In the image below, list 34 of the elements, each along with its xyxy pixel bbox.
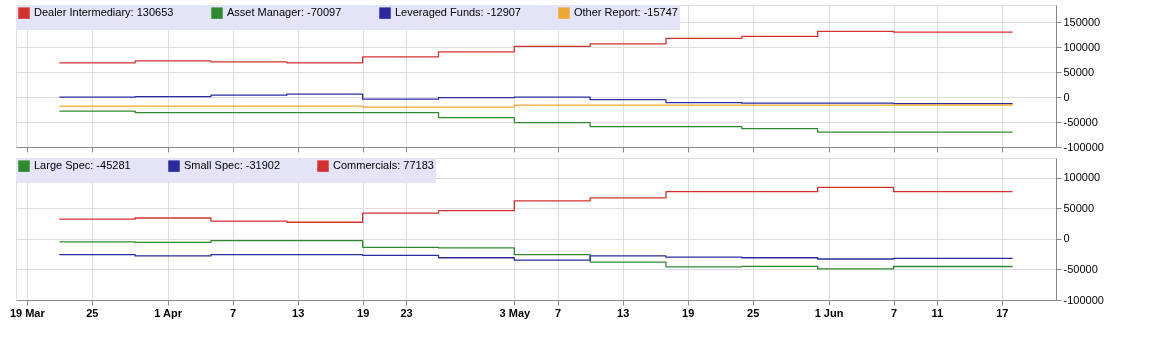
x-tick-label: 19 <box>682 306 695 319</box>
y-tick-label: 50000 <box>1063 65 1095 78</box>
x-tick-label: 17 <box>996 306 1009 319</box>
y-tick-label: -100000 <box>1063 293 1104 306</box>
y-tick-label: 100000 <box>1063 171 1101 184</box>
x-tick-label: 23 <box>400 306 413 319</box>
legend-label: Other Report: -15747 <box>574 6 678 19</box>
legend-label: Dealer Intermediary: 130653 <box>34 6 174 19</box>
legend-label: Commercials: 77183 <box>333 159 434 172</box>
y-tick-label: 100000 <box>1063 40 1101 53</box>
x-tick-label: 19 <box>357 306 370 319</box>
x-tick-label: 25 <box>86 306 99 319</box>
legend-label: Asset Manager: -70097 <box>227 6 342 19</box>
x-tick-label: 25 <box>747 306 760 319</box>
y-tick-label: 0 <box>1063 90 1070 103</box>
x-tick-label: 11 <box>931 306 944 319</box>
legend-label: Leveraged Funds: -12907 <box>395 6 521 19</box>
x-tick-label: 7 <box>555 306 562 319</box>
legend-label: Large Spec: -45281 <box>34 159 131 172</box>
legend-label: Small Spec: -31902 <box>184 159 280 172</box>
y-tick-label: 150000 <box>1063 15 1101 28</box>
y-tick-label: -50000 <box>1063 262 1098 275</box>
x-tick-label: 3 May <box>499 306 531 319</box>
x-tick-label: 19 Mar <box>9 306 46 319</box>
y-tick-label: 0 <box>1063 232 1070 245</box>
x-tick-label: 7 <box>230 306 237 319</box>
y-tick-label: 50000 <box>1063 201 1095 214</box>
y-tick-label: -100000 <box>1063 140 1104 153</box>
x-tick-label: 7 <box>890 306 898 319</box>
y-tick-label: -50000 <box>1063 115 1098 128</box>
x-tick-label: 13 <box>617 306 630 319</box>
x-tick-label: 1 Jun <box>814 306 844 319</box>
x-tick-label: 1 Apr <box>154 306 183 319</box>
x-tick-label: 13 <box>292 306 305 319</box>
